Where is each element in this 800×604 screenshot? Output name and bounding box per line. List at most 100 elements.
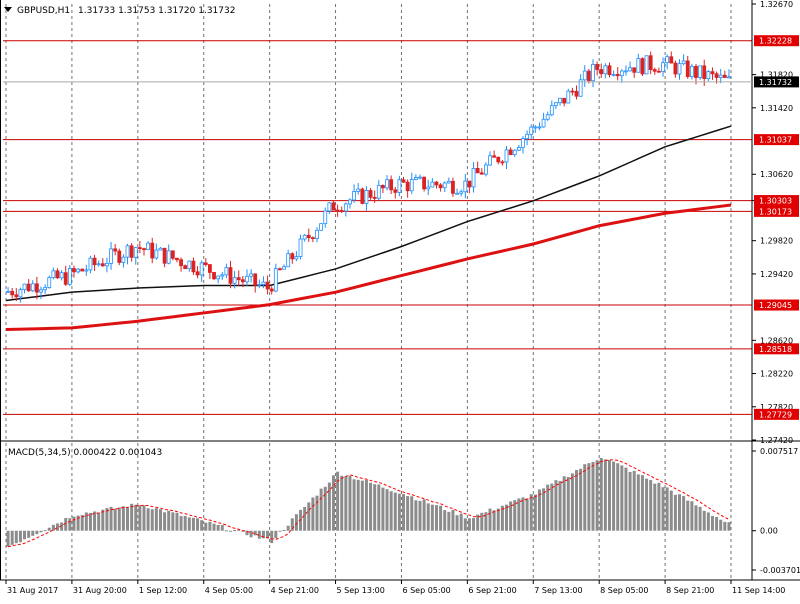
macd-bar — [476, 514, 480, 531]
candle-body — [208, 264, 212, 273]
macd-signal-line — [7, 459, 730, 548]
candle-body — [121, 256, 126, 263]
macd-bar — [393, 492, 397, 531]
candle-body — [578, 79, 583, 97]
macd-bar — [723, 521, 727, 531]
candle-body — [84, 269, 89, 272]
candle-body — [657, 70, 661, 73]
macd-bar — [719, 519, 723, 531]
candle-body — [554, 102, 558, 107]
candle-body — [166, 250, 171, 264]
macd-bar — [109, 506, 113, 531]
candle-body — [117, 250, 122, 263]
candle-body — [162, 247, 167, 264]
macd-bar — [455, 515, 459, 531]
candle-body — [286, 253, 291, 268]
candle-body — [706, 71, 711, 79]
macd-bar — [51, 524, 55, 531]
level-price-label: 1.31037 — [759, 136, 792, 145]
price-tick-label: 1.30620 — [760, 170, 793, 179]
macd-bar — [331, 475, 335, 531]
candle-body — [113, 248, 118, 252]
macd-bar — [698, 506, 702, 531]
time-tick-label: 6 Sep 05:00 — [402, 586, 450, 595]
macd-bar — [39, 530, 43, 533]
time-tick-label: 31 Aug 20:00 — [73, 586, 127, 595]
level-price-label-box — [754, 343, 799, 355]
candle-body — [397, 179, 402, 193]
candle-body — [504, 149, 509, 163]
macd-bar — [348, 475, 352, 531]
macd-bar — [673, 494, 677, 531]
candle-body — [698, 65, 703, 78]
level-price-label-box — [754, 299, 799, 311]
macd-bar — [381, 487, 385, 531]
moving-averages-layer — [5, 125, 732, 332]
candle-body — [471, 168, 476, 188]
macd-bar — [229, 530, 233, 532]
current-price-box — [754, 76, 799, 88]
level-price-label: 1.29045 — [759, 301, 792, 310]
macd-bar — [327, 482, 331, 531]
candle-body — [446, 180, 451, 184]
candle-body — [360, 188, 365, 204]
candle-body — [187, 260, 192, 270]
macd-bar — [575, 470, 579, 531]
macd-bar — [47, 527, 51, 531]
candle-body — [533, 126, 538, 129]
candle-body — [451, 180, 455, 194]
macd-bar — [385, 489, 389, 531]
candle-body — [183, 265, 188, 270]
candle-body — [59, 272, 64, 279]
candle-body — [18, 289, 23, 298]
candle-body — [51, 270, 56, 279]
candle-body — [55, 270, 60, 279]
candles-layer — [6, 51, 731, 303]
price-tick-label: 1.29820 — [760, 237, 793, 246]
candle-body — [430, 181, 435, 188]
candle-body — [401, 179, 406, 183]
macd-bar — [187, 517, 191, 531]
candle-body — [665, 56, 670, 64]
candle-body — [310, 237, 315, 240]
price-tick-label: 1.27420 — [760, 436, 793, 445]
candle-body — [644, 55, 649, 75]
candle-body — [516, 147, 521, 151]
horizontal-levels-layer[interactable] — [3, 40, 752, 415]
macd-bar — [480, 512, 484, 531]
macd-bar — [303, 506, 307, 531]
macd-bar — [6, 530, 10, 547]
triangle-down-icon[interactable] — [4, 7, 12, 12]
macd-tick-label: 0.00 — [760, 527, 778, 536]
level-price-label-box — [754, 134, 799, 146]
macd-bar — [484, 512, 488, 531]
candle-body — [673, 62, 678, 75]
macd-bar — [513, 500, 517, 531]
candle-body — [438, 184, 443, 189]
series-line-ma-fast — [5, 125, 732, 302]
candle-body — [245, 275, 249, 283]
candle-body — [455, 192, 459, 195]
candle-body — [170, 250, 175, 259]
candle-body — [586, 70, 591, 82]
macd-bar — [579, 468, 583, 531]
macd-bar — [616, 463, 620, 531]
price-tick-label: 1.31420 — [760, 104, 793, 113]
candle-body — [26, 283, 31, 292]
candle-body — [718, 74, 723, 78]
macd-bar — [323, 486, 327, 531]
candle-body — [537, 126, 542, 129]
macd-bar — [163, 512, 167, 531]
level-price-label-box — [754, 35, 799, 47]
candle-body — [203, 262, 208, 265]
candle-body — [335, 209, 340, 212]
candle-body — [459, 191, 464, 194]
candle-body — [72, 268, 76, 273]
macd-bar — [694, 505, 698, 531]
candle-body — [521, 138, 525, 148]
macd-bar — [463, 518, 467, 531]
macd-bar — [212, 523, 216, 531]
macd-bar — [397, 493, 401, 531]
